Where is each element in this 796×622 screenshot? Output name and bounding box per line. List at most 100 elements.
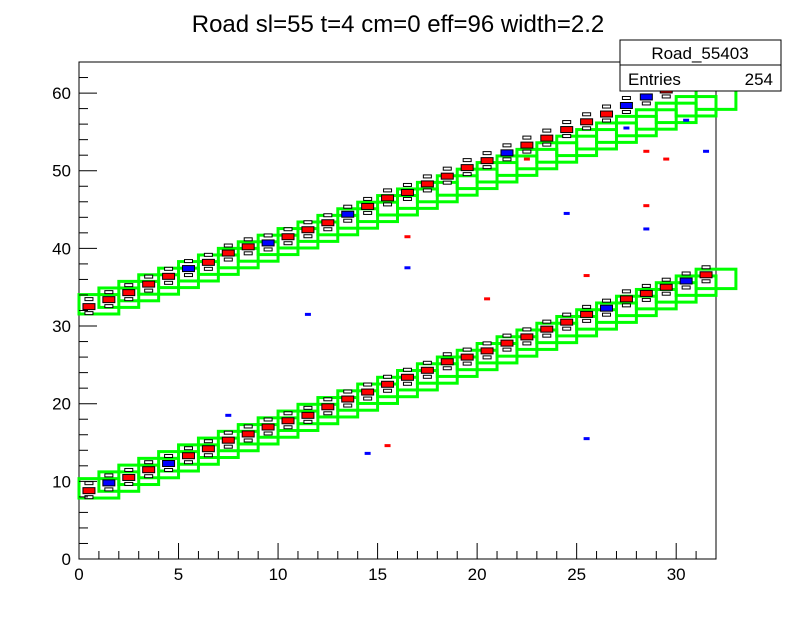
hit-neighbor bbox=[542, 142, 552, 147]
hit-box bbox=[520, 333, 534, 341]
hit-box bbox=[639, 289, 653, 297]
hit-neighbor bbox=[104, 473, 114, 478]
hit-neighbor bbox=[283, 425, 293, 430]
hit-box bbox=[261, 239, 275, 247]
hit-box bbox=[321, 219, 335, 227]
hit-neighbor bbox=[263, 233, 273, 238]
hit-neighbor bbox=[383, 388, 393, 393]
hit-neighbor bbox=[661, 291, 671, 296]
hit-box bbox=[201, 258, 215, 266]
hit-neighbor bbox=[124, 467, 134, 472]
hit-neighbor bbox=[303, 419, 313, 424]
hit-neighbor bbox=[562, 312, 572, 317]
x-tick-label: 0 bbox=[74, 565, 83, 584]
hit-neighbor bbox=[243, 424, 253, 429]
hit-neighbor bbox=[183, 460, 193, 465]
outlier-mark bbox=[364, 451, 371, 455]
hit-neighbor bbox=[641, 101, 651, 106]
hit-box bbox=[500, 149, 514, 157]
hit-neighbor bbox=[203, 439, 213, 444]
x-tick-label: 30 bbox=[667, 565, 686, 584]
hit-neighbor bbox=[84, 481, 94, 486]
hit-box bbox=[619, 295, 633, 303]
y-tick-label: 10 bbox=[52, 472, 71, 491]
hit-neighbor bbox=[582, 304, 592, 309]
outlier-mark bbox=[563, 211, 570, 215]
outlier-mark bbox=[623, 126, 630, 130]
stats-box: Road_55403 Entries 254 bbox=[619, 39, 782, 92]
hit-neighbor bbox=[522, 149, 532, 154]
hit-box bbox=[540, 325, 554, 333]
hit-box bbox=[600, 110, 614, 118]
x-tick-label: 20 bbox=[468, 565, 487, 584]
x-tick-label: 25 bbox=[567, 565, 586, 584]
hit-neighbor bbox=[402, 182, 412, 187]
plot-area: 0 10 20 30 40 50 60 0 5 10 15 20 25 30 bbox=[52, 61, 738, 584]
hit-neighbor bbox=[183, 273, 193, 278]
hit-neighbor bbox=[323, 227, 333, 232]
hit-neighbor bbox=[84, 311, 94, 316]
hit-box bbox=[699, 271, 713, 279]
y-tick-label: 30 bbox=[52, 317, 71, 336]
hit-neighbor bbox=[263, 417, 273, 422]
hit-neighbor bbox=[223, 444, 233, 449]
hit-neighbor bbox=[482, 355, 492, 360]
hit-neighbor bbox=[542, 319, 552, 324]
hit-box bbox=[381, 380, 395, 388]
hit-box bbox=[162, 459, 176, 467]
hit-neighbor bbox=[402, 367, 412, 372]
hit-box bbox=[500, 339, 514, 347]
stats-box-name: Road_55403 bbox=[651, 44, 748, 63]
hit-neighbor bbox=[621, 289, 631, 294]
hit-box bbox=[82, 487, 96, 495]
hit-neighbor bbox=[323, 411, 333, 416]
hit-box bbox=[480, 347, 494, 355]
hit-neighbor bbox=[402, 196, 412, 201]
hit-box bbox=[560, 318, 574, 326]
hit-neighbor bbox=[363, 210, 373, 215]
outlier-mark bbox=[703, 149, 710, 153]
hit-neighbor bbox=[621, 109, 631, 114]
outlier-mark bbox=[484, 297, 491, 301]
hit-neighbor bbox=[641, 283, 651, 288]
hit-box bbox=[460, 353, 474, 361]
hit-neighbor bbox=[283, 227, 293, 232]
hit-neighbor bbox=[363, 396, 373, 401]
hit-neighbor bbox=[363, 196, 373, 201]
hit-neighbor bbox=[144, 460, 154, 465]
outlier-mark bbox=[583, 437, 590, 441]
hit-box bbox=[361, 202, 375, 210]
outlier-mark bbox=[523, 157, 530, 161]
x-tick-label: 10 bbox=[269, 565, 288, 584]
hit-box bbox=[580, 310, 594, 318]
hit-neighbor bbox=[502, 143, 512, 148]
hit-neighbor bbox=[661, 94, 671, 99]
hit-box bbox=[142, 466, 156, 474]
y-tick-label: 0 bbox=[62, 550, 71, 569]
hit-neighbor bbox=[84, 297, 94, 302]
hit-box bbox=[301, 411, 315, 419]
hit-neighbor bbox=[701, 265, 711, 270]
hit-neighbor bbox=[582, 318, 592, 323]
hit-box bbox=[281, 417, 295, 425]
hit-box bbox=[241, 430, 255, 438]
outlier-mark bbox=[384, 444, 391, 448]
outlier-mark bbox=[643, 227, 650, 231]
hit-neighbor bbox=[144, 274, 154, 279]
hit-neighbor bbox=[104, 290, 114, 295]
hit-box bbox=[619, 101, 633, 109]
hit-box bbox=[679, 277, 693, 285]
hit-box bbox=[540, 134, 554, 142]
hit-box bbox=[261, 423, 275, 431]
hit-neighbor bbox=[183, 446, 193, 451]
hit-box bbox=[440, 358, 454, 366]
hit-neighbor bbox=[621, 95, 631, 100]
outlier-mark bbox=[643, 149, 650, 153]
hit-neighbor bbox=[562, 326, 572, 331]
hit-box bbox=[82, 303, 96, 311]
hit-box bbox=[301, 226, 315, 234]
hit-box bbox=[241, 243, 255, 251]
hit-neighbor bbox=[223, 257, 233, 262]
hit-neighbor bbox=[542, 333, 552, 338]
hit-neighbor bbox=[602, 104, 612, 109]
